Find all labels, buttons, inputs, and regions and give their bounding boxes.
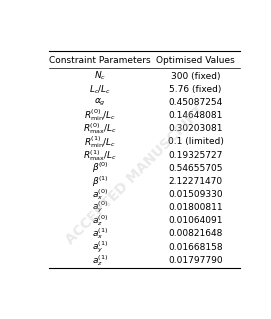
Text: $a_y^{(0)}$: $a_y^{(0)}$ — [92, 200, 108, 215]
Text: 0.30203081: 0.30203081 — [168, 124, 223, 133]
Text: $R_{\min}^{(0)}/L_c$: $R_{\min}^{(0)}/L_c$ — [84, 108, 116, 123]
Text: $a_z^{(0)}$: $a_z^{(0)}$ — [92, 213, 108, 228]
Text: $a_z^{(1)}$: $a_z^{(1)}$ — [92, 253, 108, 268]
Text: 5.76 (fixed): 5.76 (fixed) — [169, 85, 222, 94]
Text: 0.19325727: 0.19325727 — [168, 151, 223, 160]
Text: 2.12271470: 2.12271470 — [169, 177, 223, 186]
Text: 0.14648081: 0.14648081 — [168, 111, 223, 120]
Text: $a_y^{(1)}$: $a_y^{(1)}$ — [92, 239, 108, 255]
Text: $R_{\max}^{(1)}/L_c$: $R_{\max}^{(1)}/L_c$ — [83, 148, 117, 163]
Text: $L_c/L_c$: $L_c/L_c$ — [89, 83, 111, 96]
Text: ACCEPTED MANUSCRIPT: ACCEPTED MANUSCRIPT — [63, 103, 208, 248]
Text: Constraint Parameters: Constraint Parameters — [49, 56, 151, 65]
Text: 0.45087254: 0.45087254 — [169, 98, 223, 107]
Text: $R_{\min}^{(1)}/L_c$: $R_{\min}^{(1)}/L_c$ — [84, 134, 116, 150]
Text: 0.00821648: 0.00821648 — [168, 229, 223, 239]
Text: $a_x^{(0)}$: $a_x^{(0)}$ — [92, 187, 108, 202]
Text: 0.01797790: 0.01797790 — [168, 256, 223, 265]
Text: $\alpha_g$: $\alpha_g$ — [94, 97, 106, 108]
Text: 0.01064091: 0.01064091 — [168, 216, 223, 225]
Text: 0.01668158: 0.01668158 — [168, 243, 223, 252]
Text: 0.1 (limited): 0.1 (limited) — [168, 137, 224, 146]
Text: $a_x^{(1)}$: $a_x^{(1)}$ — [92, 226, 108, 241]
Text: 0.01800811: 0.01800811 — [168, 203, 223, 212]
Text: $R_{\max}^{(0)}/L_c$: $R_{\max}^{(0)}/L_c$ — [83, 121, 117, 136]
Text: $N_c$: $N_c$ — [94, 70, 106, 82]
Text: $\beta^{(0)}$: $\beta^{(0)}$ — [92, 161, 108, 175]
Text: 0.54655705: 0.54655705 — [168, 164, 223, 173]
Text: 300 (fixed): 300 (fixed) — [171, 72, 220, 81]
Text: $\beta^{(1)}$: $\beta^{(1)}$ — [92, 174, 108, 189]
Text: Optimised Values: Optimised Values — [156, 56, 235, 65]
Text: 0.01509330: 0.01509330 — [168, 190, 223, 199]
